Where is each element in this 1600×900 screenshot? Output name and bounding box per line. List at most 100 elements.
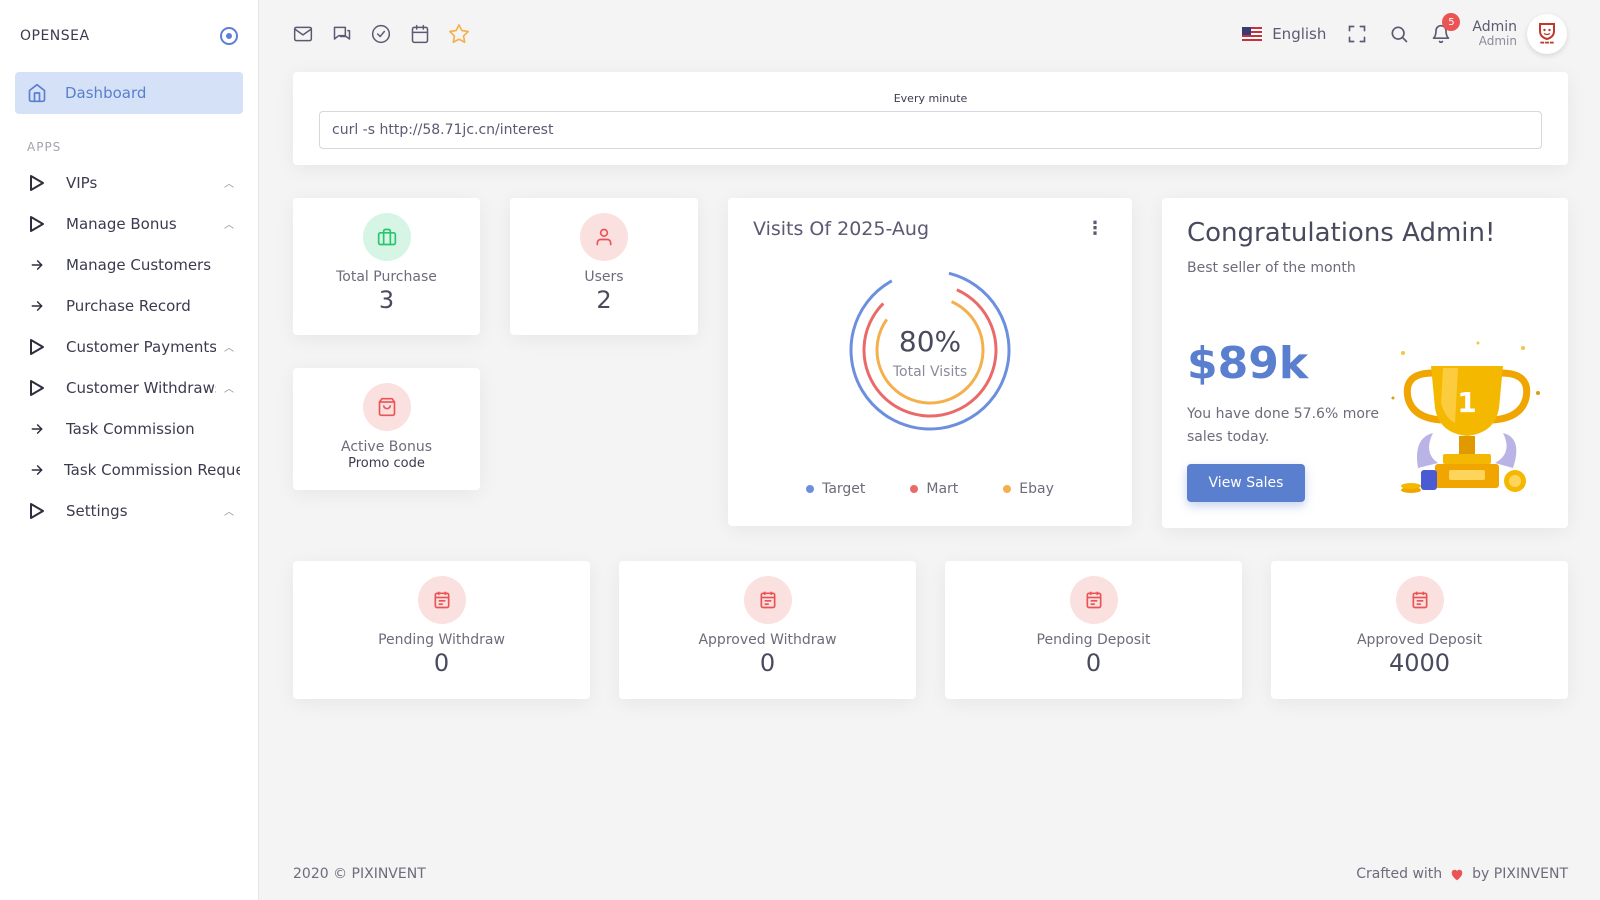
chevron-up-icon: ︿ bbox=[224, 507, 234, 518]
chart-center-label: Total Visits bbox=[892, 364, 968, 380]
legend-dot bbox=[910, 485, 919, 493]
legend-dot bbox=[1003, 485, 1012, 493]
star-icon[interactable] bbox=[448, 23, 470, 45]
chevron-up-icon: ︿ bbox=[224, 179, 234, 190]
check-circle-icon[interactable] bbox=[370, 23, 392, 45]
footer-copyright: 2020 © PIXINVENT bbox=[293, 866, 426, 882]
view-sales-button[interactable]: View Sales bbox=[1187, 464, 1305, 502]
sidebar-item-label: Settings bbox=[66, 501, 128, 520]
avatar[interactable]: ▬▬▬ bbox=[1527, 14, 1567, 54]
more-vertical-icon[interactable]: ⋮ bbox=[1086, 218, 1104, 239]
chevron-up-icon: ︿ bbox=[224, 220, 234, 231]
footer-credit: Crafted with by PIXINVENT bbox=[1356, 866, 1568, 882]
stat-label: Users bbox=[584, 269, 624, 285]
sidebar-item-manage-customers[interactable]: Manage Customers bbox=[0, 244, 258, 285]
sidebar-item-task-commission-request[interactable]: Task Commission Reques bbox=[0, 449, 258, 490]
stat-card-users: Users 2 bbox=[510, 198, 698, 335]
legend-label: Ebay bbox=[1019, 481, 1054, 497]
stat-value: 2 bbox=[596, 286, 612, 314]
topbar: English 5 Admin Admin ▬▬▬ bbox=[259, 0, 1600, 68]
congrats-subtitle: Best seller of the month bbox=[1187, 260, 1356, 276]
sidebar-toggle-icon[interactable] bbox=[220, 27, 238, 45]
search-icon[interactable] bbox=[1388, 23, 1410, 45]
sidebar-item-customer-withdraws[interactable]: Customer Withdraws ︿ bbox=[0, 367, 258, 408]
legend-item-ebay[interactable]: Ebay bbox=[1003, 481, 1054, 497]
brand-name[interactable]: OPENSEA bbox=[20, 28, 90, 44]
stat-label: Approved Withdraw bbox=[698, 632, 837, 648]
mail-icon[interactable] bbox=[292, 23, 314, 45]
legend-dot bbox=[806, 485, 815, 493]
sidebar-item-vips[interactable]: VIPs ︿ bbox=[0, 162, 258, 203]
radial-chart bbox=[849, 269, 1011, 431]
us-flag-icon bbox=[1242, 27, 1263, 41]
stat-card-approved-deposit: Approved Deposit 4000 bbox=[1271, 561, 1568, 699]
stat-value: 0 bbox=[759, 649, 776, 677]
fullscreen-icon[interactable] bbox=[1346, 23, 1368, 45]
chart-title: Visits Of 2025-Aug bbox=[753, 218, 930, 240]
sidebar-item-task-commission[interactable]: Task Commission bbox=[0, 408, 258, 449]
footer-crafted: Crafted with bbox=[1356, 866, 1443, 882]
legend-item-target[interactable]: Target bbox=[806, 481, 865, 497]
play-outline-icon bbox=[28, 215, 46, 233]
home-icon bbox=[28, 83, 46, 103]
sidebar-item-label: Task Commission bbox=[66, 419, 195, 438]
sidebar-item-label: Customer Withdraws bbox=[66, 378, 216, 397]
stat-value: 0 bbox=[1085, 649, 1102, 677]
play-outline-icon bbox=[28, 502, 46, 520]
footer-by: by PIXINVENT bbox=[1472, 866, 1568, 882]
congratulations-card: Congratulations Admin! Best seller of th… bbox=[1162, 198, 1568, 528]
calendar-icon bbox=[743, 576, 792, 624]
visits-chart-card: Visits Of 2025-Aug ⋮ 80% Total Visits Ta… bbox=[728, 198, 1132, 526]
user-icon bbox=[580, 213, 628, 261]
promo-code-link[interactable]: Promo code bbox=[348, 456, 425, 471]
brand: OPENSEA bbox=[0, 0, 258, 72]
language-dropdown[interactable]: English bbox=[1242, 25, 1326, 43]
calendar-icon bbox=[1395, 576, 1444, 624]
user-dropdown[interactable]: Admin Admin ▬▬▬ bbox=[1472, 14, 1567, 54]
play-outline-icon bbox=[28, 338, 46, 356]
bookmark-icons bbox=[292, 23, 470, 45]
sidebar-item-customer-payments[interactable]: Customer Payments ︿ bbox=[0, 326, 258, 367]
stat-label: Active Bonus bbox=[341, 439, 432, 455]
stat-card-pending-deposit: Pending Deposit 0 bbox=[945, 561, 1242, 699]
chart-legend: Target Mart Ebay bbox=[728, 481, 1132, 497]
legend-item-mart[interactable]: Mart bbox=[910, 481, 958, 497]
play-outline-icon bbox=[28, 379, 46, 397]
stat-label: Total Purchase bbox=[336, 269, 437, 285]
bell-icon[interactable]: 5 bbox=[1430, 13, 1461, 45]
cron-command-input[interactable] bbox=[319, 111, 1542, 149]
cron-label: Every minute bbox=[893, 92, 968, 105]
sidebar-item-settings[interactable]: Settings ︿ bbox=[0, 490, 258, 531]
stat-label: Pending Withdraw bbox=[378, 632, 505, 648]
legend-label: Mart bbox=[926, 481, 959, 497]
sidebar-item-label: Customer Payments bbox=[66, 337, 216, 356]
calendar-icon bbox=[417, 576, 466, 624]
congrats-title: Congratulations Admin! bbox=[1187, 218, 1496, 248]
chat-icon[interactable] bbox=[331, 23, 353, 45]
stat-card-total-purchase: Total Purchase 3 bbox=[293, 198, 480, 335]
user-role: Admin bbox=[1478, 34, 1517, 49]
arrow-right-icon bbox=[28, 420, 46, 438]
user-name: Admin bbox=[1472, 18, 1517, 35]
stat-label: Pending Deposit bbox=[1036, 632, 1151, 648]
calendar-icon[interactable] bbox=[409, 23, 431, 45]
shopping-bag-icon bbox=[362, 383, 411, 431]
stat-card-approved-withdraw: Approved Withdraw 0 bbox=[619, 561, 916, 699]
stat-card-active-bonus: Active Bonus Promo code bbox=[293, 368, 480, 490]
play-outline-icon bbox=[28, 174, 46, 192]
stat-label: Approved Deposit bbox=[1356, 632, 1483, 648]
notification-badge: 5 bbox=[1442, 13, 1461, 31]
sidebar-item-purchase-record[interactable]: Purchase Record bbox=[0, 285, 258, 326]
arrow-right-icon bbox=[28, 256, 46, 274]
sidebar-item-manage-bonus[interactable]: Manage Bonus ︿ bbox=[0, 203, 258, 244]
topbar-right: English 5 Admin Admin ▬▬▬ bbox=[1242, 13, 1567, 54]
stat-card-pending-withdraw: Pending Withdraw 0 bbox=[293, 561, 590, 699]
trophy-icon: 1 bbox=[1391, 341, 1540, 493]
section-label-apps: APPS bbox=[27, 140, 62, 154]
sidebar-item-label: Task Commission Reques bbox=[64, 460, 240, 479]
sidebar-nav: VIPs ︿ Manage Bonus ︿ Manage Customers P… bbox=[0, 162, 258, 531]
chevron-up-icon: ︿ bbox=[224, 384, 234, 395]
congrats-text: You have done 57.6% more sales today. bbox=[1187, 406, 1379, 445]
sidebar-item-dashboard[interactable]: Dashboard bbox=[15, 72, 243, 114]
user-info: Admin Admin bbox=[1472, 18, 1517, 49]
